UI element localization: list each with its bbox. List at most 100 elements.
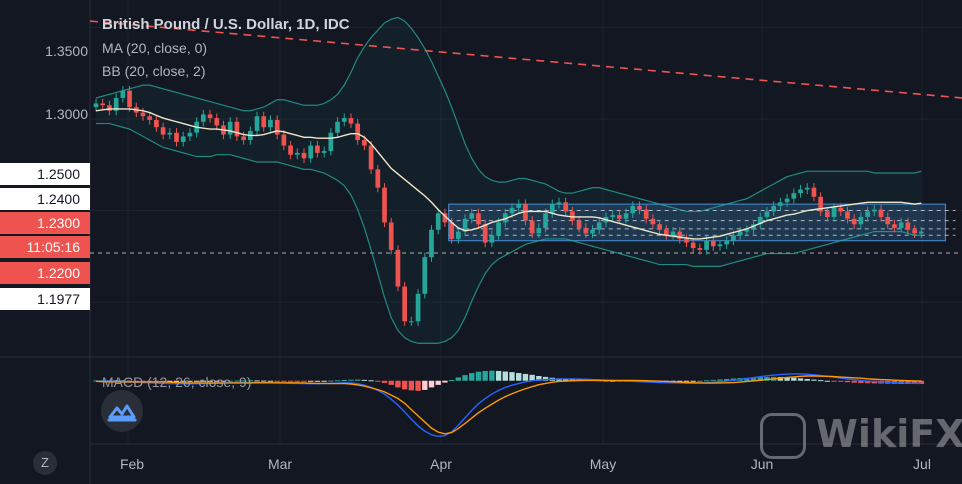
- macd-histogram-bar: [328, 380, 334, 382]
- macd-histogram-bar: [851, 380, 857, 383]
- candle-body: [556, 202, 562, 205]
- macd-histogram-bar: [314, 380, 321, 382]
- dashed-level-lines: [90, 210, 962, 254]
- candle-body: [529, 220, 535, 234]
- macd-histogram-bar: [469, 373, 475, 381]
- macd-histogram-bar: [817, 380, 824, 382]
- candle-body: [744, 229, 750, 232]
- candle-body: [120, 90, 126, 98]
- macd-histogram-bar: [536, 376, 542, 381]
- macd-histogram-bar: [569, 378, 576, 381]
- macd-histogram-bar: [905, 380, 911, 384]
- macd-histogram-bar: [294, 380, 300, 382]
- macd-histogram-bar: [717, 379, 723, 381]
- x-tick-label: Jun: [750, 456, 774, 472]
- candle-body: [288, 145, 293, 155]
- candle-body: [502, 213, 508, 223]
- macd-histogram-bar: [918, 380, 924, 384]
- candle-body: [570, 211, 575, 221]
- macd-histogram-bar: [911, 380, 918, 384]
- candle-body: [610, 215, 615, 217]
- moving-average-line: [95, 108, 922, 240]
- candle-body: [294, 152, 300, 155]
- candle-body: [912, 229, 917, 234]
- macd-histogram-bar: [529, 374, 535, 381]
- candle-body: [851, 218, 857, 225]
- candle-body: [482, 224, 488, 243]
- candle-body: [93, 103, 99, 108]
- candle-body: [845, 211, 850, 219]
- candle-body: [838, 207, 844, 212]
- candle-body: [274, 119, 280, 135]
- candle-body: [254, 116, 260, 131]
- macd-histogram-bar: [240, 380, 247, 382]
- candle-body: [918, 231, 924, 234]
- macd-histogram-bar: [455, 377, 462, 381]
- candle-body: [127, 90, 132, 108]
- macd-histogram-bar: [710, 379, 716, 381]
- candle-body: [335, 121, 340, 133]
- macd-histogram-bar: [408, 380, 415, 391]
- candle-body: [509, 207, 515, 214]
- macd-histogram-bar: [388, 380, 394, 385]
- candle-body: [516, 204, 522, 208]
- candle-body: [737, 231, 743, 236]
- bollinger-band-lines: [95, 16, 922, 344]
- wikifx-logo-icon: [760, 413, 806, 459]
- ma-legend[interactable]: MA (20, close, 0): [102, 40, 208, 56]
- macd-histogram-bar: [516, 373, 522, 381]
- macd-histogram-bar: [180, 380, 186, 382]
- macd-histogram-bar: [274, 380, 280, 382]
- macd-histogram-bar: [354, 379, 361, 381]
- candle-body: [704, 240, 709, 250]
- macd-histogram-bar: [811, 379, 817, 381]
- macd-histogram-bar: [750, 377, 757, 381]
- candle-body: [871, 209, 877, 212]
- macd-histogram-bar: [173, 380, 180, 382]
- candle-body: [214, 118, 220, 126]
- candle-body: [341, 118, 347, 122]
- macd-histogram-bar: [220, 380, 227, 382]
- bb-legend[interactable]: BB (20, close, 2): [102, 63, 206, 79]
- candle-body: [724, 240, 730, 245]
- candle-body: [663, 229, 669, 236]
- candle-body: [207, 114, 213, 119]
- candle-body: [388, 222, 394, 250]
- candle-body: [690, 242, 696, 249]
- candle-body: [375, 169, 381, 188]
- candle-body: [865, 211, 870, 217]
- macd-histogram-bar: [784, 377, 790, 381]
- macd-histogram-bar: [703, 380, 710, 382]
- candle-body: [462, 218, 468, 232]
- candle-body: [543, 213, 548, 228]
- price-label-1.1977: 1.1977: [0, 288, 90, 310]
- candle-body: [892, 224, 897, 228]
- watermark: WikiFX: [816, 412, 962, 456]
- tradingview-logo-button[interactable]: [101, 390, 143, 432]
- chart-title: British Pound / U.S. Dollar, 1D, IDC: [102, 16, 350, 33]
- candle-body: [630, 205, 636, 214]
- candle-body: [201, 114, 206, 122]
- candle-body: [281, 134, 287, 146]
- scale-mode-button[interactable]: Z: [33, 451, 57, 475]
- signal-line: [95, 375, 922, 435]
- macd-histogram-bar: [462, 375, 468, 381]
- candle-body: [187, 132, 193, 137]
- candle-body: [905, 222, 911, 230]
- macd-histogram-bar: [281, 380, 287, 382]
- x-tick-label: May: [589, 456, 617, 472]
- macd-histogram-bar: [428, 380, 435, 388]
- macd-histogram-bar: [502, 371, 508, 381]
- macd-legend[interactable]: MACD (12, 26, close, 9): [102, 374, 252, 390]
- candle-body: [798, 189, 803, 194]
- candle-body: [435, 213, 441, 230]
- macd-histogram-bar: [207, 380, 213, 382]
- macd-histogram-bar: [697, 380, 703, 382]
- macd-histogram-bar: [341, 380, 347, 381]
- candle-body: [771, 205, 777, 212]
- macd-histogram-bar: [844, 380, 851, 383]
- candle-body: [476, 213, 481, 225]
- macd-histogram-bar: [838, 380, 844, 382]
- cloud-chart-icon: [107, 404, 137, 422]
